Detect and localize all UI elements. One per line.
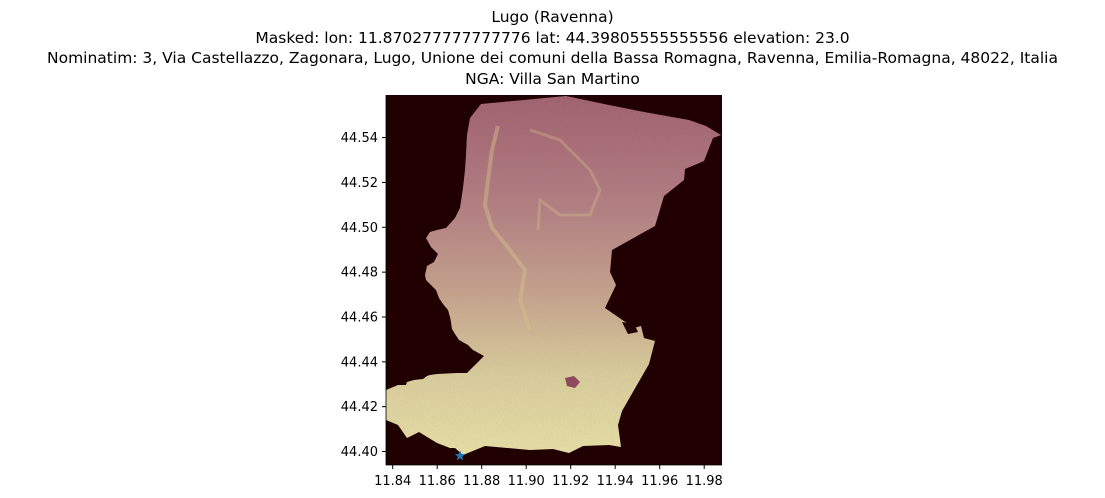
- title-line-nominatim: Nominatim: 3, Via Castellazzo, Zagonara,…: [47, 49, 1058, 67]
- river-trace: [482, 125, 532, 331]
- y-tick-label: 44.40: [341, 445, 378, 460]
- x-tick-label: 11.94: [597, 474, 634, 489]
- river-trace-secondary: [529, 128, 602, 231]
- y-tick-label: 44.48: [341, 266, 378, 281]
- y-tick-label: 44.46: [341, 311, 378, 326]
- title-line-place: Lugo (Ravenna): [491, 8, 614, 26]
- x-tick-label: 11.84: [374, 474, 411, 489]
- dark-patch: [565, 376, 580, 388]
- y-tick-label: 44.52: [341, 176, 378, 191]
- x-tick-label: 11.86: [419, 474, 456, 489]
- y-tick-label: 44.50: [341, 221, 378, 236]
- x-tick-label: 11.98: [686, 474, 723, 489]
- elevation-region: [386, 96, 721, 455]
- x-tick-label: 11.96: [641, 474, 678, 489]
- x-tick-label: 11.92: [552, 474, 589, 489]
- chart-title: Lugo (Ravenna) Masked: lon: 11.870277777…: [0, 7, 1105, 89]
- notch-cutout: [622, 322, 638, 334]
- y-tick-label: 44.54: [341, 131, 378, 146]
- title-line-nga: NGA: Villa San Martino: [465, 69, 640, 88]
- y-tick-label: 44.42: [341, 400, 378, 415]
- title-line-masked-coords: Masked: lon: 11.870277777777776 lat: 44.…: [255, 28, 850, 47]
- location-star-marker: [454, 450, 466, 461]
- x-tick-label: 11.88: [463, 474, 500, 489]
- y-tick-label: 44.44: [341, 355, 378, 370]
- x-tick-label: 11.90: [508, 474, 545, 489]
